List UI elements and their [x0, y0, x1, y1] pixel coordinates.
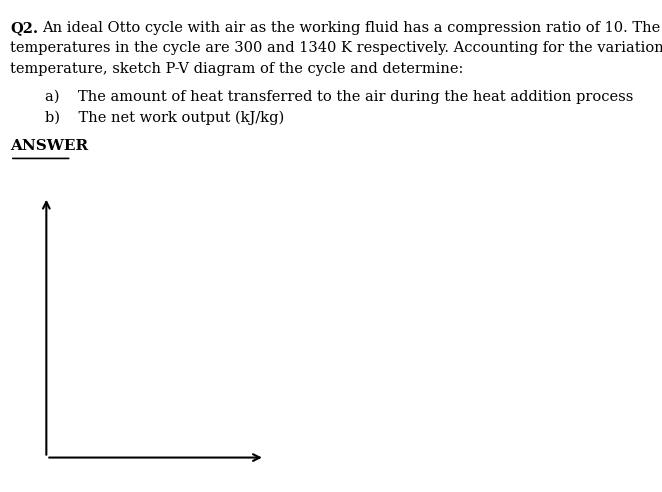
Text: ANSWER: ANSWER	[10, 139, 88, 153]
Text: Q2.: Q2.	[10, 21, 38, 34]
Text: temperature, sketch P-V diagram of the cycle and determine:: temperature, sketch P-V diagram of the c…	[10, 62, 463, 76]
Text: An ideal Otto cycle with air as the working fluid has a compression ratio of 10.: An ideal Otto cycle with air as the work…	[42, 21, 662, 34]
Text: temperatures in the cycle are 300 and 1340 K respectively. Accounting for the va: temperatures in the cycle are 300 and 13…	[10, 41, 662, 55]
Text: b)    The net work output (kJ/kg): b) The net work output (kJ/kg)	[45, 110, 284, 124]
Text: a)    The amount of heat transferred to the air during the heat addition process: a) The amount of heat transferred to the…	[45, 90, 634, 104]
